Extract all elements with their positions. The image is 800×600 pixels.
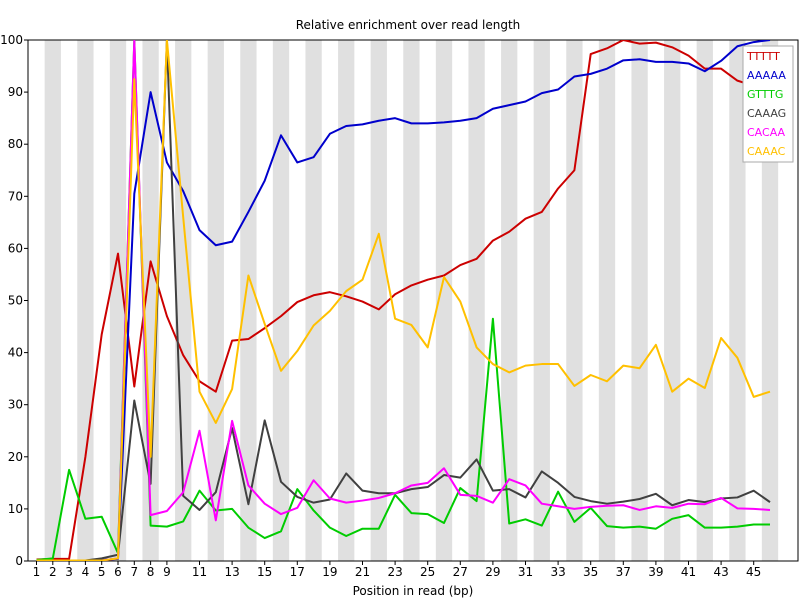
grid-stripe <box>305 40 322 561</box>
grid-stripe <box>501 40 518 561</box>
grid-stripe <box>533 40 550 561</box>
y-tick-label: 100 <box>0 33 23 47</box>
x-tick-label: 35 <box>583 565 598 579</box>
x-tick-label: 31 <box>518 565 533 579</box>
grid-stripe <box>631 40 648 561</box>
series-lines <box>36 40 771 561</box>
y-tick-label: 60 <box>8 241 23 255</box>
grid-stripes <box>44 40 779 561</box>
x-tick-label: 6 <box>114 565 122 579</box>
grid-stripe <box>44 40 61 561</box>
x-tick-label: 3 <box>65 565 73 579</box>
grid-stripe <box>566 40 583 561</box>
y-tick-label: 40 <box>8 346 23 360</box>
x-tick-label: 1 <box>33 565 41 579</box>
x-tick-label: 15 <box>257 565 272 579</box>
y-tick-label: 70 <box>8 189 23 203</box>
legend-item-gtttg: GTTTG <box>747 88 783 101</box>
legend-item-cacaa: CACAA <box>747 126 786 139</box>
grid-stripe <box>435 40 453 561</box>
grid-stripe <box>761 40 779 561</box>
x-tick-label: 5 <box>98 565 106 579</box>
y-tick-label: 90 <box>8 85 23 99</box>
y-tick-label: 0 <box>15 554 23 568</box>
grid-stripe <box>77 40 94 561</box>
grid-stripe <box>207 40 224 561</box>
y-axis-ticks: 0 10 20 30 40 50 60 70 80 90 100 <box>0 33 28 568</box>
x-tick-label: 37 <box>616 565 631 579</box>
x-tick-label: 43 <box>713 565 728 579</box>
x-tick-label: 33 <box>550 565 565 579</box>
x-axis-ticks: 1 2 3 4 5 6 7 8 9 11 13 15 17 19 21 23 25 27 29 31 33 35 37 39 4… <box>33 561 761 579</box>
x-axis-label: Position in read (bp) <box>353 584 474 598</box>
grid-stripe <box>403 40 420 561</box>
series-line-caaac <box>36 40 771 561</box>
x-tick-label: 4 <box>82 565 90 579</box>
series-line-gtttg <box>36 40 770 561</box>
series-line-cacaa <box>36 40 771 561</box>
legend-item-aaaaa: AAAAA <box>747 69 786 82</box>
x-tick-label: 29 <box>485 565 500 579</box>
grid-stripe <box>370 40 387 561</box>
y-tick-label: 50 <box>8 294 23 308</box>
grid-stripe <box>272 40 290 561</box>
grid-stripe <box>664 40 681 561</box>
grid-stripe <box>240 40 257 561</box>
y-tick-label: 30 <box>8 398 23 412</box>
legend: TTTTT AAAAA GTTTG CAAAG CACAA CAAAC <box>742 45 794 163</box>
y-tick-label: 80 <box>8 137 23 151</box>
x-tick-label: 41 <box>681 565 696 579</box>
grid-stripe <box>598 40 616 561</box>
x-tick-label: 45 <box>746 565 761 579</box>
y-tick-label: 10 <box>8 502 23 516</box>
x-tick-label: 39 <box>648 565 663 579</box>
x-tick-label: 27 <box>453 565 468 579</box>
legend-item-caaac: CAAAC <box>747 145 786 158</box>
x-tick-label: 11 <box>192 565 207 579</box>
x-tick-label: 13 <box>224 565 239 579</box>
legend-box <box>742 45 794 163</box>
y-tick-label: 20 <box>8 450 23 464</box>
x-tick-label: 2 <box>49 565 57 579</box>
x-tick-label: 9 <box>163 565 171 579</box>
x-tick-label: 23 <box>387 565 402 579</box>
x-tick-label: 8 <box>147 565 155 579</box>
series-line-aaaaa <box>36 40 771 561</box>
x-tick-label: 7 <box>130 565 138 579</box>
chart-title: Relative enrichment over read length <box>296 18 521 32</box>
x-tick-label: 25 <box>420 565 435 579</box>
grid-stripe <box>468 40 485 561</box>
legend-item-ttttt: TTTTT <box>746 50 780 63</box>
grid-stripe <box>729 40 746 561</box>
grid-stripe <box>696 40 713 561</box>
x-tick-label: 21 <box>355 565 370 579</box>
x-tick-label: 17 <box>290 565 305 579</box>
grid-stripe <box>338 40 355 561</box>
x-tick-label: 19 <box>322 565 337 579</box>
legend-item-caaag: CAAAG <box>747 107 786 120</box>
